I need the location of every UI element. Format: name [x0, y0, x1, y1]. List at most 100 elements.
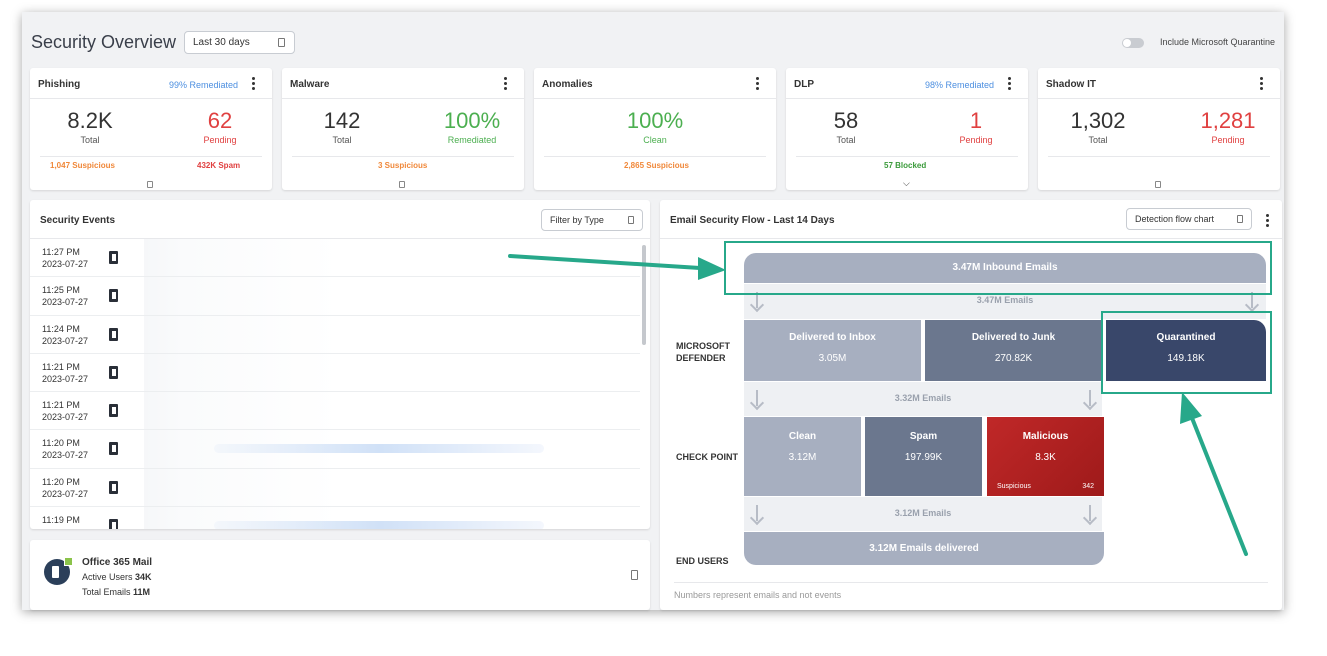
event-details-redacted: [144, 430, 634, 468]
total-label: Total: [332, 135, 352, 145]
phishing-card[interactable]: Phishing 99% Remediated 8.2K Total 62 Pe…: [30, 68, 272, 190]
arrow-down-icon: [751, 505, 763, 523]
event-details-redacted: [144, 315, 634, 353]
email-security-flow-panel: Email Security Flow - Last 14 Days Detec…: [660, 200, 1282, 610]
event-timestamp: 11:19 PM: [42, 515, 80, 526]
chevron-down-icon[interactable]: ⌵: [903, 178, 910, 188]
pending-stat[interactable]: 62 Pending: [160, 108, 280, 145]
malicious-box[interactable]: Malicious 8.3K Suspicious 342: [987, 417, 1104, 496]
box-label: Quarantined: [1156, 332, 1216, 343]
malware-card[interactable]: Malware 142 Total 100% Remediated 3 Susp…: [282, 68, 524, 190]
pending-label: Pending: [1211, 135, 1245, 145]
clean-label: Clean: [643, 135, 667, 145]
event-row[interactable]: 11:19 PM: [30, 507, 640, 529]
spam-count[interactable]: 432K Spam: [197, 161, 241, 170]
divider: [534, 98, 776, 99]
date-range-select[interactable]: Last 30 days: [184, 31, 295, 54]
expand-icon[interactable]: [147, 181, 153, 188]
divider: [30, 238, 650, 239]
filter-label: Filter by Type: [550, 215, 604, 225]
emails-delivered-bar[interactable]: 3.12M Emails delivered: [744, 532, 1104, 565]
delivered-to-junk-box[interactable]: Delivered to Junk 270.82K: [925, 320, 1102, 381]
event-details-redacted: [144, 277, 634, 315]
divider: [544, 156, 766, 157]
kebab-menu-icon[interactable]: [1266, 214, 1270, 227]
office-icon: [109, 288, 122, 303]
filter-by-type-select[interactable]: Filter by Type: [541, 209, 643, 231]
annotation-arrow-quarantined: [1180, 392, 1248, 556]
settings-icon[interactable]: [631, 570, 638, 580]
event-timestamp: 11:20 PM 2023-07-27: [42, 476, 89, 499]
filter-icon: [628, 216, 634, 224]
event-row[interactable]: 11:20 PM 2023-07-27: [30, 430, 640, 469]
dlp-card[interactable]: DLP 98% Remediated 58 Total 1 Pending 57…: [786, 68, 1028, 190]
box-value: 197.99K: [904, 452, 943, 463]
event-timestamp: 11:27 PM 2023-07-27: [42, 247, 89, 269]
detection-flow-chart-select[interactable]: Detection flow chart: [1126, 208, 1252, 230]
office365-mail-panel[interactable]: Office 365 Mail Active Users 34K Total E…: [30, 540, 650, 610]
delivered-to-inbox-box[interactable]: Delivered to Inbox 3.05M: [744, 320, 921, 381]
event-details-redacted: [144, 392, 634, 430]
box-value: 270.82K: [994, 353, 1033, 364]
suspicious-count[interactable]: 2,865 Suspicious: [624, 161, 689, 170]
box-value: 3.12M: [788, 452, 817, 463]
panel-title: Email Security Flow - Last 14 Days: [670, 215, 835, 226]
spam-box[interactable]: Spam 197.99K: [865, 417, 982, 496]
clean-box[interactable]: Clean 3.12M: [744, 417, 861, 496]
kebab-menu-icon[interactable]: [252, 77, 256, 90]
footnote: Numbers represent emails and not events: [674, 590, 842, 600]
remediated-link[interactable]: 99% Remediated: [168, 80, 238, 90]
emails-strip: 3.47M Emails: [744, 284, 1266, 319]
event-row[interactable]: 11:25 PM 2023-07-27: [30, 277, 640, 316]
card-title: Anomalies: [542, 79, 593, 90]
inbound-emails-bar[interactable]: 3.47M Inbound Emails: [744, 253, 1266, 283]
total-label: Total: [836, 135, 856, 145]
remediated-stat: 100% Remediated: [412, 108, 532, 145]
emails-strip: 3.32M Emails: [744, 382, 1102, 416]
event-row[interactable]: 11:27 PM 2023-07-27: [30, 239, 640, 278]
total-value: 1,302: [1070, 108, 1126, 133]
clean-stat: 100% Clean: [595, 108, 715, 145]
event-row[interactable]: 11:24 PM 2023-07-27: [30, 315, 640, 354]
pending-stat[interactable]: 1 Pending: [916, 108, 1036, 145]
panel-title: Security Events: [40, 215, 116, 226]
blocked-count[interactable]: 57 Blocked: [884, 161, 927, 170]
kebab-menu-icon[interactable]: [1008, 77, 1012, 90]
kebab-menu-icon[interactable]: [1260, 77, 1264, 90]
event-row[interactable]: 11:20 PM 2023-07-27: [30, 468, 640, 508]
suspicious-value: 342: [1082, 483, 1094, 490]
total-stat: 8.2K Total: [30, 108, 150, 145]
event-row[interactable]: 11:21 PM 2023-07-27: [30, 392, 640, 431]
expand-icon[interactable]: [1155, 181, 1161, 188]
annotation-arrows: [508, 254, 1248, 556]
pending-value: 1: [969, 108, 983, 133]
emails-strip: 3.12M Emails: [744, 497, 1102, 531]
shadow-it-card[interactable]: Shadow IT 1,302 Total 1,281 Pending: [1038, 68, 1280, 190]
event-timestamp: 11:24 PM 2023-07-27: [42, 323, 89, 346]
pending-stat[interactable]: 1,281 Pending: [1168, 108, 1288, 145]
kebab-menu-icon[interactable]: [504, 77, 508, 90]
office-icon: [109, 480, 122, 495]
date-range-value: Last 30 days: [193, 37, 250, 48]
row-label-defender: MICROSOFT DEFENDER: [676, 341, 730, 363]
divider: [292, 156, 514, 157]
kebab-menu-icon[interactable]: [756, 77, 760, 90]
total-label: Total: [80, 135, 100, 145]
event-details-redacted: [144, 353, 634, 392]
include-quarantine-toggle[interactable]: [1122, 38, 1144, 48]
box-label: Delivered to Junk: [971, 332, 1056, 343]
suspicious-count[interactable]: 3 Suspicious: [378, 161, 428, 170]
office-icon: [109, 327, 122, 342]
scrollbar[interactable]: [642, 245, 646, 345]
event-row[interactable]: 11:21 PM 2023-07-27: [30, 353, 640, 393]
quarantined-box[interactable]: Quarantined 149.18K: [1106, 320, 1266, 381]
remediated-link[interactable]: 98% Remediated: [924, 80, 994, 90]
events-list[interactable]: 11:27 PM 2023-07-27 11:25 PM 2023-07-27 11…: [30, 239, 640, 529]
expand-icon[interactable]: [399, 181, 405, 188]
total-stat: 58 Total: [786, 108, 906, 145]
anomalies-card[interactable]: Anomalies 100% Clean 2,865 Suspicious: [534, 68, 776, 190]
remediated-label: Remediated: [447, 135, 497, 145]
event-timestamp: 11:20 PM 2023-07-27: [42, 438, 89, 461]
suspicious-label: Suspicious: [997, 483, 1031, 490]
suspicious-count[interactable]: 1,047 Suspicious: [50, 161, 115, 170]
